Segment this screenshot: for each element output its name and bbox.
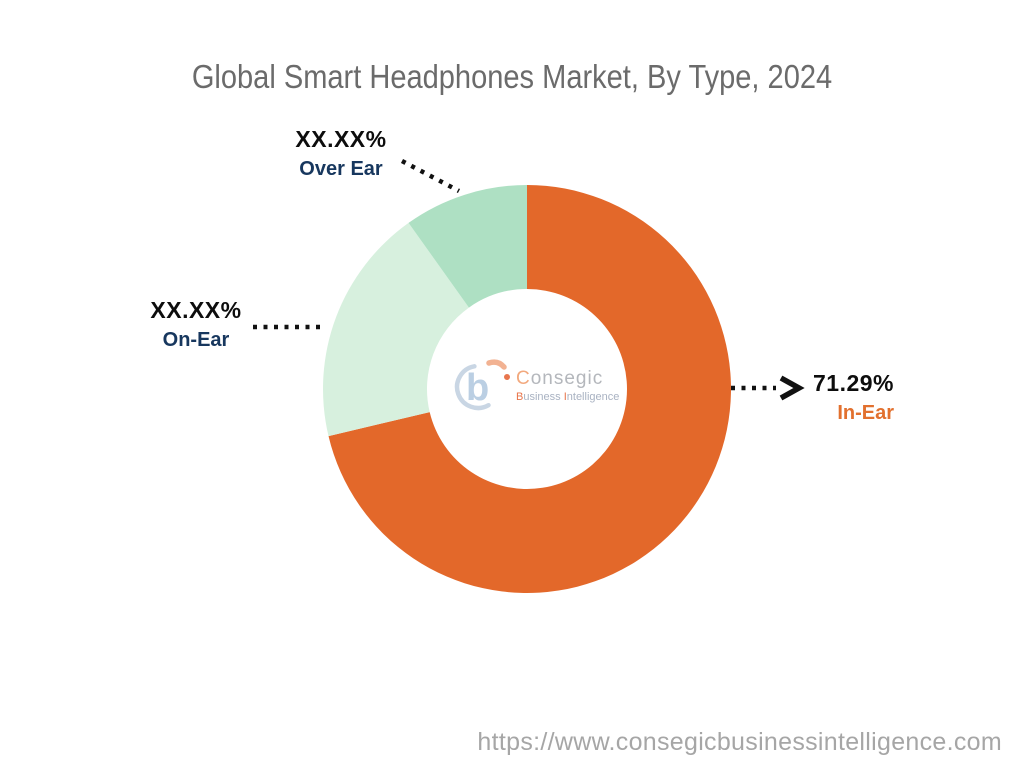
logo-tagline-word1: Business [516,391,561,403]
leader-line-over-ear [400,159,461,193]
svg-text:b: b [466,367,489,409]
consegic-logo-mark-icon: b [454,359,510,411]
consegic-logo: b Consegic Business Intelligence [453,355,619,417]
on-ear-value: XX.XX% [150,297,242,323]
source-url: https://www.consegicbusinessintelligence… [477,728,1002,756]
in-ear-value: 71.29% [812,370,894,396]
on-ear-label: On-Ear [162,328,230,351]
donut-segment-in-ear [328,185,732,594]
logo-brand: Consegic [516,368,604,389]
arrowhead-in-ear-icon [779,375,805,401]
over-ear-label: Over Ear [299,157,383,180]
callout-over-ear: XX.XX% Over Ear [278,126,404,181]
donut-segments [323,185,732,594]
donut-segment-on-ear [323,222,469,437]
logo-tagline-word2: Intelligence [563,391,620,403]
in-ear-label: In-Ear [837,401,894,424]
logo-tagline: Business Intelligence [516,391,619,403]
callout-on-ear: XX.XX% On-Ear [133,297,259,352]
donut-segment-over-ear [408,185,527,308]
callout-in-ear: 71.29% In-Ear [756,370,894,425]
logo-text: Consegic Business Intelligence [516,368,619,403]
chart-title: Global Smart Headphones Market, By Type,… [191,58,833,95]
over-ear-value: XX.XX% [295,126,387,152]
